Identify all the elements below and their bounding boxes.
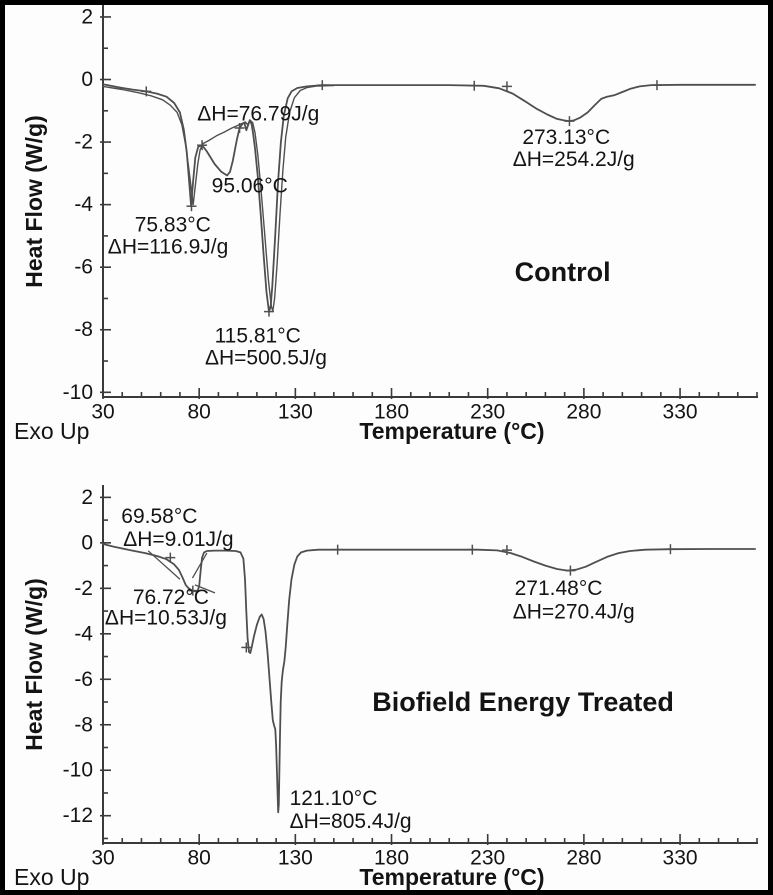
peak-annotation: ΔH=270.4J/g <box>513 601 635 624</box>
curve-point-marker <box>141 86 152 97</box>
curve-point-marker <box>564 116 575 127</box>
y-tick-label: 0 <box>81 68 93 91</box>
annotation-leader-line <box>194 584 216 594</box>
y-tick-label: -2 <box>74 577 93 600</box>
annotation-leader-line <box>147 550 181 580</box>
panel-label: Biofield Energy Treated <box>372 687 674 717</box>
y-tick-label: 0 <box>81 531 93 554</box>
y-tick-label: 2 <box>81 5 93 28</box>
curve-point-marker <box>186 201 197 212</box>
curve-point-marker <box>234 122 245 133</box>
peak-annotation: ΔH=10.53J/g <box>105 606 227 629</box>
peak-annotation: 76.72°C <box>133 586 209 609</box>
x-tick-label: 30 <box>91 401 114 424</box>
x-tick-label: 80 <box>187 847 210 870</box>
y-tick-label: 2 <box>81 486 93 509</box>
peak-annotation: 121.10°C <box>290 787 378 810</box>
dsc-curve-dsc-run-1 <box>102 83 756 313</box>
biofield-treated-panel-chart: 30 80 130 180 230 280 330 2 0 -2 -4 -6 -8 -10 -12 69.58… <box>14 485 758 890</box>
annotation-leader-line <box>191 552 208 579</box>
curve-point-marker <box>501 81 512 92</box>
x-tick-label: 130 <box>278 401 313 424</box>
y-tick-label: -8 <box>74 713 93 736</box>
exo-up-label: Exo Up <box>14 418 89 444</box>
x-tick-label: 330 <box>663 847 698 870</box>
y-tick-label: -4 <box>74 622 93 645</box>
peak-annotation: 75.83°C <box>135 213 211 236</box>
x-tick-label: 180 <box>374 847 409 870</box>
peak-annotation: ΔH=500.5J/g <box>205 346 327 369</box>
x-tick-label: 180 <box>374 401 409 424</box>
y-tick-label: -6 <box>74 668 93 691</box>
curve-point-marker <box>565 565 576 576</box>
x-tick-label: 130 <box>278 847 313 870</box>
peak-annotation: ΔH=254.2J/g <box>513 148 635 171</box>
y-tick-label: -10 <box>63 381 93 404</box>
curve-point-marker <box>165 552 176 563</box>
y-tick-label: -8 <box>74 318 93 341</box>
curve-point-marker <box>187 585 198 596</box>
x-tick-label: 30 <box>91 847 114 870</box>
curve-point-marker <box>501 545 512 556</box>
x-axis-title: Temperature (°C) <box>359 418 544 444</box>
y-tick-label: -6 <box>74 256 93 279</box>
peak-annotation: ΔH=9.01J/g <box>123 528 233 551</box>
dsc-curve-dsc-run-2 <box>102 84 335 312</box>
x-axis-title: Temperature (°C) <box>359 864 544 890</box>
peak-annotation: ΔH=116.9J/g <box>108 235 228 258</box>
x-tick-label: 280 <box>566 401 601 424</box>
curve-point-marker <box>317 80 328 91</box>
peak-annotation: 115.81°C <box>215 325 301 348</box>
curve-point-marker <box>264 306 275 317</box>
x-tick-label: 230 <box>470 401 505 424</box>
dsc-curve-dsc-run-1 <box>102 543 756 814</box>
curve-point-marker <box>469 80 480 91</box>
peak-annotation: ΔH=76.79J/g <box>197 102 319 125</box>
curve-point-marker <box>241 642 252 653</box>
x-tick-label: 80 <box>187 401 210 424</box>
y-tick-label: -2 <box>74 131 93 154</box>
y-tick-label: -4 <box>74 193 93 216</box>
y-tick-label: -10 <box>63 759 93 782</box>
peak-annotation: 69.58°C <box>121 505 197 528</box>
curve-point-marker <box>651 80 662 91</box>
y-axis-title: Heat Flow (W/g) <box>21 578 47 750</box>
peak-annotation: 271.48°C <box>515 577 603 600</box>
curve-point-marker <box>197 140 208 151</box>
x-tick-label: 330 <box>663 401 698 424</box>
peak-annotation: ΔH=805.4J/g <box>290 810 412 833</box>
curve-point-marker <box>665 544 676 555</box>
peak-annotation: 95.06°C <box>212 174 288 197</box>
x-tick-label: 280 <box>566 847 601 870</box>
panel-label: Control <box>515 257 611 287</box>
curve-point-marker <box>332 544 343 555</box>
exo-up-label: Exo Up <box>14 864 89 890</box>
control-panel-chart: 30 80 130 180 230 280 330 2 0 -2 -4 -6 -8 -10 ΔH=76.79… <box>14 5 758 444</box>
x-tick-label: 230 <box>470 847 505 870</box>
peak-annotation: 273.13°C <box>522 126 610 149</box>
curve-point-marker <box>467 544 478 555</box>
y-tick-label: -12 <box>63 804 93 827</box>
y-axis-title: Heat Flow (W/g) <box>21 115 47 287</box>
